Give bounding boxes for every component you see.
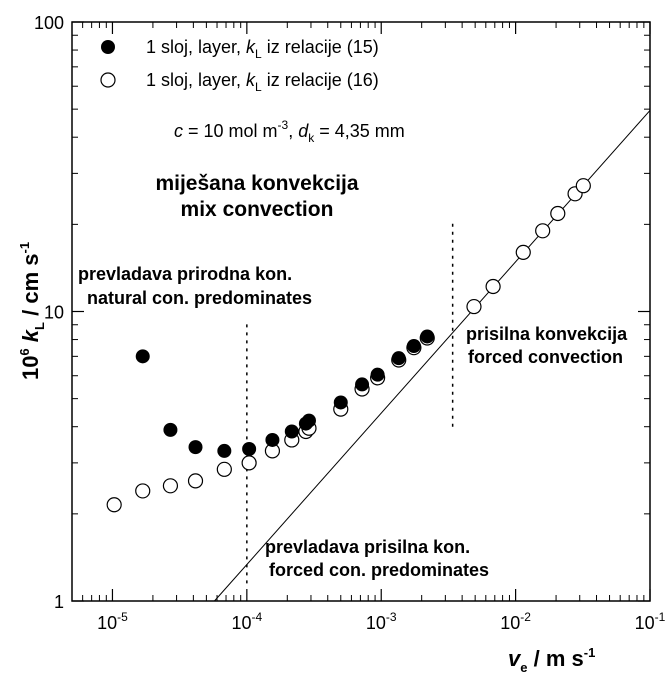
data-point-relation-16 xyxy=(485,278,501,295)
data-point-relation-16 xyxy=(216,461,232,477)
data-point-relation-16 xyxy=(241,455,257,471)
data-point-relation-15 xyxy=(406,339,421,354)
mixed-convection-label-2: mix convection xyxy=(181,198,334,221)
legend: 1 sloj, layer, kL iz relacije (15) 1 slo… xyxy=(100,37,379,94)
data-point-relation-16 xyxy=(575,178,591,194)
data-layer xyxy=(106,110,651,602)
x-tick-label: 10-5 xyxy=(97,610,128,633)
y-tick-label: 10 xyxy=(44,303,64,323)
data-point-relation-15 xyxy=(135,349,150,364)
x-tick-label: 10-1 xyxy=(635,610,666,633)
data-point-relation-16 xyxy=(106,497,122,513)
data-point-relation-15 xyxy=(301,413,316,428)
data-point-relation-16 xyxy=(187,473,204,489)
data-point-relation-15 xyxy=(333,395,348,410)
x-tick-label: 10-3 xyxy=(366,610,397,633)
legend-marker-filled xyxy=(101,40,115,54)
legend-marker-open xyxy=(100,72,116,88)
data-point-relation-15 xyxy=(242,441,257,456)
data-point-relation-15 xyxy=(391,351,406,366)
forced-predominates-label-1: prevladava prisilna kon. xyxy=(265,537,470,557)
data-point-relation-15 xyxy=(355,377,370,392)
data-point-relation-16 xyxy=(550,205,566,222)
mixed-convection-label-1: miješana konvekcija xyxy=(155,172,358,195)
x-tick-label: 10-4 xyxy=(231,610,262,633)
y-tick-label: 100 xyxy=(34,13,64,33)
data-point-relation-15 xyxy=(284,424,299,439)
data-point-relation-15 xyxy=(370,367,385,382)
data-point-relation-16 xyxy=(466,298,482,315)
legend-label-15: 1 sloj, layer, kL iz relacije (15) xyxy=(146,37,379,61)
data-point-relation-15 xyxy=(163,422,178,437)
forced-convection-label-1: prisilna konvekcija xyxy=(466,324,628,344)
x-axis-title: ve / m s-1 xyxy=(508,645,595,675)
legend-label-16: 1 sloj, layer, kL iz relacije (16) xyxy=(146,70,379,94)
plot-frame xyxy=(71,21,651,602)
natural-convection-label-2: natural con. predominates xyxy=(87,288,312,308)
x-tick-label: 10-2 xyxy=(500,610,531,633)
data-point-relation-15 xyxy=(265,432,280,447)
data-point-relation-16 xyxy=(535,223,551,239)
data-point-relation-15 xyxy=(188,440,203,455)
decades-and-ticks: 10-5 10-4 10-3 10-2 10-1 1 10 100 xyxy=(34,13,666,633)
data-point-relation-15 xyxy=(420,329,435,344)
data-point-relation-16 xyxy=(135,483,151,499)
natural-convection-label-1: prevladava prirodna kon. xyxy=(78,264,292,284)
forced-predominates-label-2: forced con. predominates xyxy=(269,560,489,580)
forced-convection-label-2: forced convection xyxy=(468,347,623,367)
y-axis-title: 106 kL / cm s-1 xyxy=(17,242,47,380)
data-point-relation-15 xyxy=(217,443,232,458)
conditions-annotation: c = 10 mol m-3, dk = 4,35 mm xyxy=(174,118,405,145)
data-point-relation-16 xyxy=(515,244,531,261)
y-tick-label: 1 xyxy=(54,592,64,612)
data-point-relation-16 xyxy=(162,478,179,494)
